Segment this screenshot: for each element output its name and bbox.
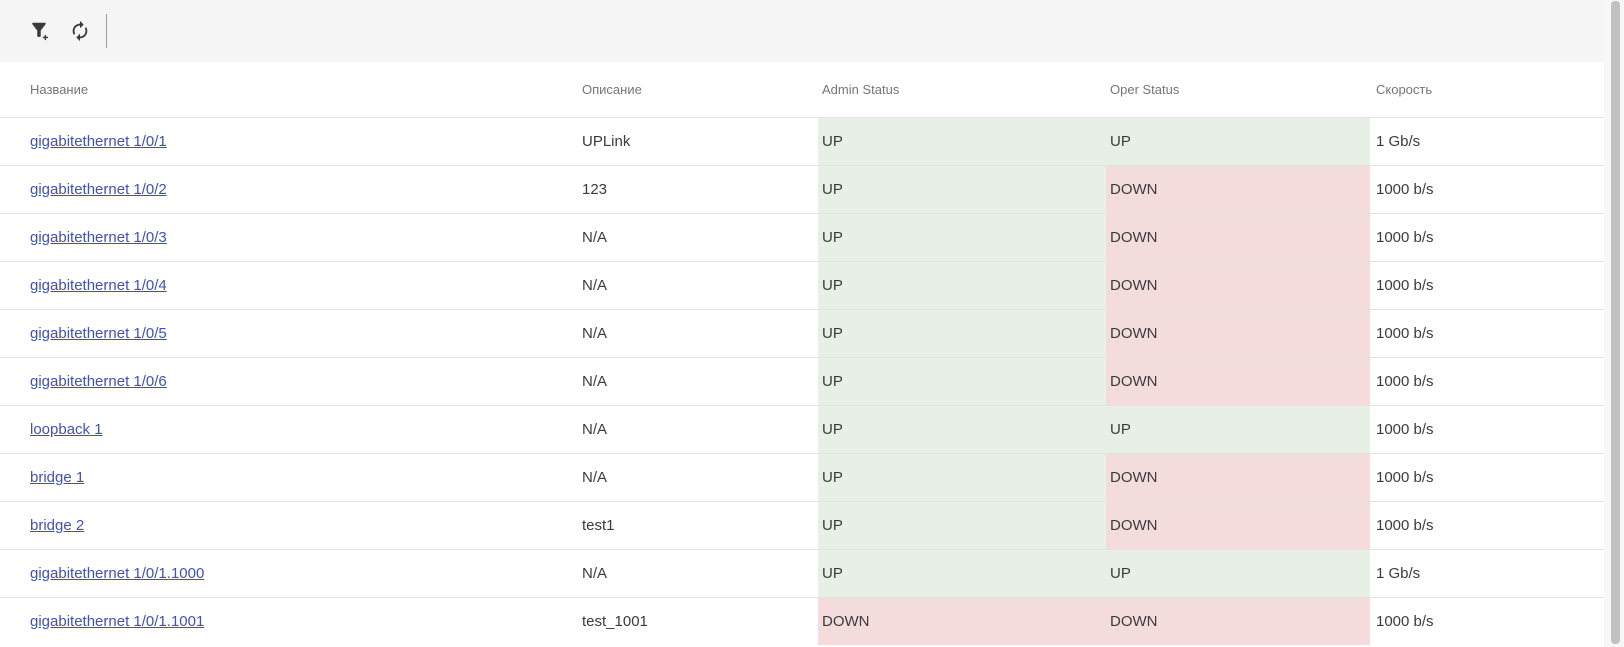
speed-cell: 1 Gb/s (1370, 548, 1604, 597)
table-row: gigabitethernet 1/0/2 123 UP DOWN 1000 b… (0, 164, 1604, 213)
admin-status-cell: UP (818, 452, 1106, 501)
autorenew-icon (72, 20, 88, 42)
interfaces-table: Название Описание Admin Status Oper Stat… (0, 62, 1604, 645)
speed-cell: 1000 b/s (1370, 212, 1604, 261)
description-cell: N/A (570, 260, 818, 309)
oper-status-cell: UP (1106, 548, 1370, 597)
speed-cell: 1000 b/s (1370, 500, 1604, 549)
admin-status-cell: DOWN (818, 596, 1106, 645)
column-header-description: Описание (570, 62, 818, 118)
name-cell: bridge 2 (0, 500, 570, 549)
column-header-name: Название (0, 62, 570, 118)
speed-cell: 1000 b/s (1370, 596, 1604, 645)
description-cell: test_1001 (570, 596, 818, 645)
column-header-admin-status: Admin Status (818, 62, 1106, 118)
toolbar-divider (106, 14, 107, 48)
name-cell: loopback 1 (0, 404, 570, 453)
interface-link[interactable]: loopback 1 (30, 420, 103, 438)
description-cell: N/A (570, 212, 818, 261)
table-row: gigabitethernet 1/0/1.1001 test_1001 DOW… (0, 596, 1604, 645)
name-cell: gigabitethernet 1/0/1.1000 (0, 548, 570, 597)
description-cell: UPLink (582, 132, 631, 150)
table-row: gigabitethernet 1/0/6 N/A UP DOWN 1000 b… (0, 356, 1604, 405)
vertical-scrollbar[interactable] (1604, 0, 1624, 647)
speed-cell: 1 Gb/s (1376, 132, 1421, 150)
interface-link[interactable]: gigabitethernet 1/0/5 (30, 324, 167, 342)
admin-status-cell: UP (818, 117, 1106, 165)
table-row: bridge 1 N/A UP DOWN 1000 b/s (0, 452, 1604, 501)
oper-status-cell: UP (1106, 404, 1370, 453)
interface-link[interactable]: gigabitethernet 1/0/4 (30, 276, 167, 294)
column-header-speed: Скорость (1370, 62, 1604, 118)
interface-link[interactable]: gigabitethernet 1/0/6 (30, 372, 167, 390)
interface-link[interactable]: gigabitethernet 1/0/2 (30, 180, 167, 198)
table-row: gigabitethernet 1/0/1.1000 N/A UP UP 1 G… (0, 548, 1604, 597)
speed-cell: 1000 b/s (1370, 164, 1604, 213)
admin-status-cell: UP (818, 164, 1106, 213)
interface-link[interactable]: bridge 2 (30, 516, 85, 534)
scrollbar-thumb[interactable] (1611, 1, 1620, 644)
table-row: gigabitethernet 1/0/5 N/A UP DOWN 1000 b… (0, 308, 1604, 357)
interface-link[interactable]: gigabitethernet 1/0/3 (30, 228, 167, 246)
oper-status-cell: DOWN (1106, 212, 1370, 261)
table-row: gigabitethernet 1/0/1 UPLink UP UP 1 Gb/… (0, 117, 1604, 165)
oper-status-cell: DOWN (1106, 596, 1370, 645)
table-row: gigabitethernet 1/0/4 N/A UP DOWN 1000 b… (0, 260, 1604, 309)
header-row: Название Описание Admin Status Oper Stat… (0, 62, 1604, 118)
speed-cell: 1000 b/s (1370, 452, 1604, 501)
oper-status-cell: DOWN (1106, 500, 1370, 549)
name-cell: bridge 1 (0, 452, 570, 501)
interface-link[interactable]: gigabitethernet 1/0/1 (30, 132, 167, 150)
add-filter-button[interactable] (22, 13, 58, 49)
oper-status-cell: UP (1106, 117, 1370, 165)
speed-cell: 1000 b/s (1370, 404, 1604, 453)
description-cell: N/A (570, 404, 818, 453)
admin-status-cell: UP (818, 500, 1106, 549)
refresh-button[interactable] (62, 13, 98, 49)
toolbar (0, 0, 1604, 62)
admin-status-cell: UP (818, 356, 1106, 405)
admin-status-cell: UP (818, 260, 1106, 309)
table-row: bridge 2 test1 UP DOWN 1000 b/s (0, 500, 1604, 549)
name-cell: gigabitethernet 1/0/1.1001 (0, 596, 570, 645)
speed-cell: 1000 b/s (1370, 308, 1604, 357)
oper-status-cell: DOWN (1106, 452, 1370, 501)
description-cell: N/A (570, 356, 818, 405)
name-cell: gigabitethernet 1/0/3 (0, 212, 570, 261)
oper-status-cell: DOWN (1106, 308, 1370, 357)
description-cell: N/A (570, 548, 818, 597)
description-cell: N/A (570, 308, 818, 357)
admin-status-cell: UP (818, 548, 1106, 597)
table-row: loopback 1 N/A UP UP 1000 b/s (0, 404, 1604, 453)
interface-link[interactable]: gigabitethernet 1/0/1.1001 (30, 612, 205, 630)
name-cell: gigabitethernet 1/0/4 (0, 260, 570, 309)
interface-link[interactable]: bridge 1 (30, 468, 85, 486)
name-cell: gigabitethernet 1/0/6 (0, 356, 570, 405)
column-header-oper-status: Oper Status (1106, 62, 1370, 118)
table-body: gigabitethernet 1/0/1 UPLink UP UP 1 Gb/… (0, 117, 1604, 645)
oper-status-cell: DOWN (1106, 164, 1370, 213)
name-cell: gigabitethernet 1/0/2 (0, 164, 570, 213)
admin-status-cell: UP (818, 212, 1106, 261)
table-row: gigabitethernet 1/0/3 N/A UP DOWN 1000 b… (0, 212, 1604, 261)
interface-link[interactable]: gigabitethernet 1/0/1.1000 (30, 564, 205, 582)
description-cell: 123 (570, 164, 818, 213)
admin-status-cell: UP (818, 308, 1106, 357)
speed-cell: 1000 b/s (1370, 260, 1604, 309)
oper-status-cell: DOWN (1106, 260, 1370, 309)
filter-plus-icon (32, 22, 48, 41)
oper-status-cell: DOWN (1106, 356, 1370, 405)
name-cell: gigabitethernet 1/0/5 (0, 308, 570, 357)
name-cell: gigabitethernet 1/0/1 (0, 117, 570, 165)
speed-cell: 1000 b/s (1370, 356, 1604, 405)
description-cell: N/A (570, 452, 818, 501)
description-cell: test1 (570, 500, 818, 549)
admin-status-cell: UP (818, 404, 1106, 453)
